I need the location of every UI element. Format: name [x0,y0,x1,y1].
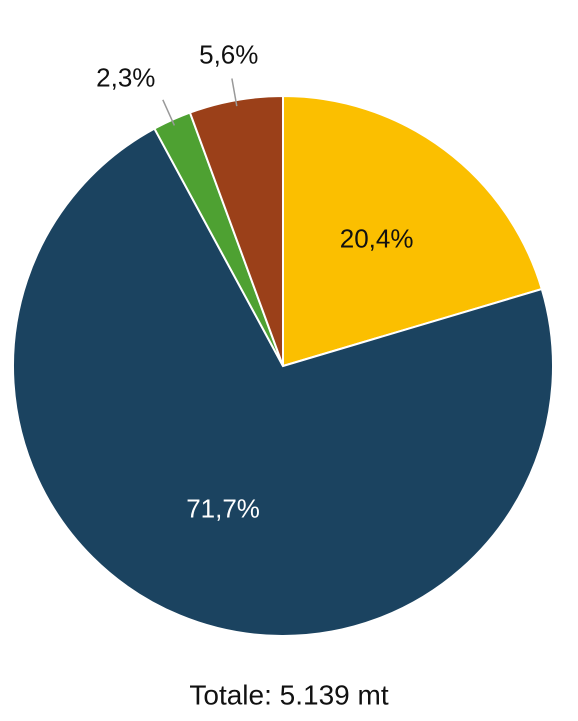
data-label: 2,3% [96,62,155,92]
pie-slice [12,127,554,637]
chart-title: Totale: 5.139 mt [189,679,388,710]
leader-line [231,78,238,107]
leader-line [162,99,176,126]
data-label: 71,7% [186,494,260,524]
pie-slice [282,94,544,368]
data-label: 20,4% [340,223,414,253]
data-label: 5,6% [199,40,258,70]
